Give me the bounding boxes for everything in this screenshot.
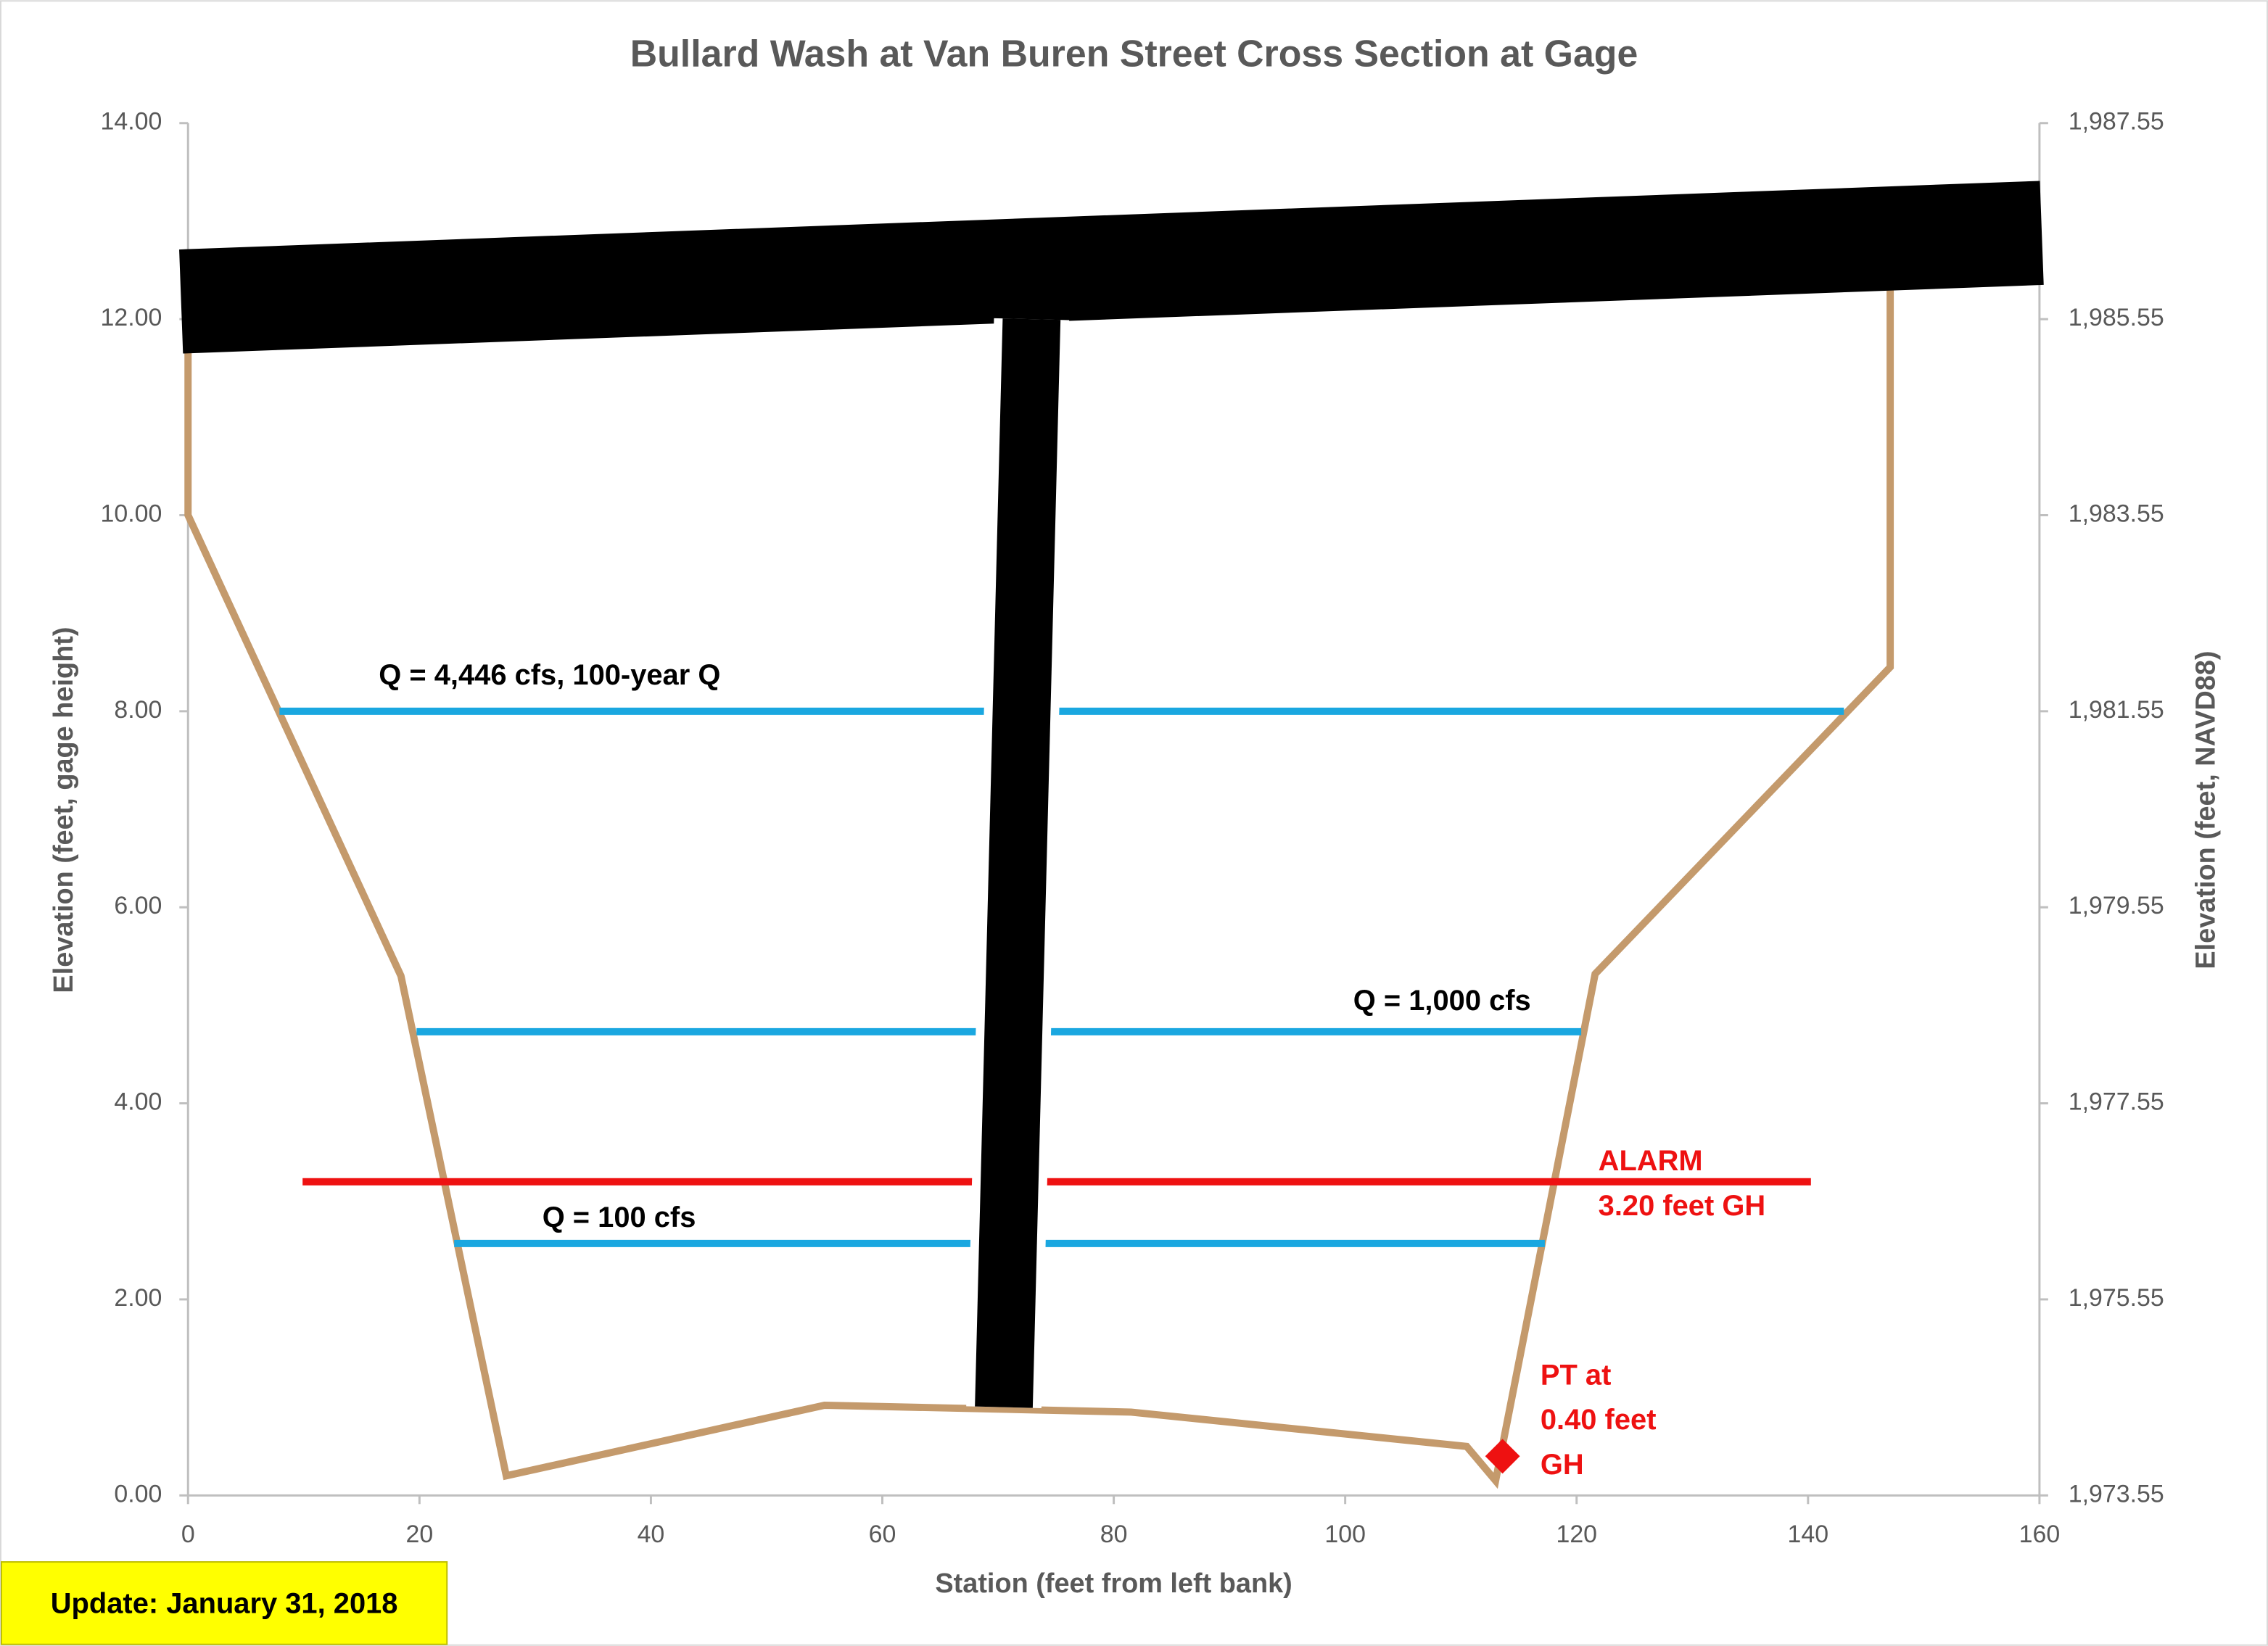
y-tick-label: 4.00: [114, 1088, 162, 1116]
chart-title: Bullard Wash at Van Buren Street Cross S…: [630, 33, 1638, 75]
plot-area: 0 20 40 60 80 100 120 140 160 0.00 2.00 4.00 6.00 8.0…: [101, 108, 2164, 1548]
line: [184, 289, 1894, 1489]
x-tick-label: 20: [405, 1521, 433, 1548]
x-tick-label: 160: [2019, 1521, 2061, 1548]
annotation: 3.20 feet GH: [1599, 1190, 1766, 1222]
x-tick-label: 40: [638, 1521, 665, 1548]
y-tick-label: 12.00: [101, 304, 162, 331]
annotation: ALARM: [1599, 1145, 1703, 1177]
y-tick-label: 8.00: [114, 696, 162, 724]
x-tick-label: 140: [1788, 1521, 1829, 1548]
annotations: Q = 4,446 cfs, 100-year Q Q = 1,000 cfs …: [379, 659, 1765, 1481]
annotation: Q = 1,000 cfs: [1353, 985, 1531, 1017]
y2-tick-label: 1,977.55: [2069, 1088, 2164, 1116]
x-axis-title: Station (feet from left bank): [935, 1568, 1292, 1599]
y-tick-label: 6.00: [114, 892, 162, 919]
y2-tick-label: 1,987.55: [2069, 108, 2164, 136]
annotation: PT at: [1541, 1359, 1611, 1391]
x-tick-label: 100: [1324, 1521, 1366, 1548]
x-tick-label: 60: [869, 1521, 896, 1548]
y2-tick-label: 1,985.55: [2069, 304, 2164, 331]
x-tick-label: 120: [1556, 1521, 1597, 1548]
y2-tick-label: 1,975.55: [2069, 1284, 2164, 1312]
y2-tick-label: 1,981.55: [2069, 696, 2164, 724]
line: [179, 181, 2044, 354]
x-tick-label: 0: [181, 1521, 195, 1548]
y2-axis-title: Elevation (feet, NAVD88): [2190, 650, 2221, 969]
y-axis-title: Elevation (feet, gage height): [49, 627, 79, 993]
y-tick-label: 14.00: [101, 108, 162, 136]
y-tick-label: 2.00: [114, 1284, 162, 1312]
y2-tick-label: 1,979.55: [2069, 892, 2164, 919]
y2-tick-label: 1,983.55: [2069, 500, 2164, 527]
footnote-box: [0, 1561, 448, 1645]
y-tick-label: 10.00: [101, 500, 162, 527]
annotation: Q = 100 cfs: [543, 1202, 696, 1233]
line: [975, 318, 1061, 1408]
y-tick-label: 0.00: [114, 1480, 162, 1508]
annotation: GH: [1541, 1449, 1584, 1481]
footnote: Update: January 31, 2018: [51, 1587, 398, 1619]
x-tick-label: 80: [1100, 1521, 1128, 1548]
annotation: Q = 4,446 cfs, 100-year Q: [379, 659, 720, 691]
annotation: 0.40 feet: [1541, 1404, 1657, 1436]
y2-tick-label: 1,973.55: [2069, 1480, 2164, 1508]
